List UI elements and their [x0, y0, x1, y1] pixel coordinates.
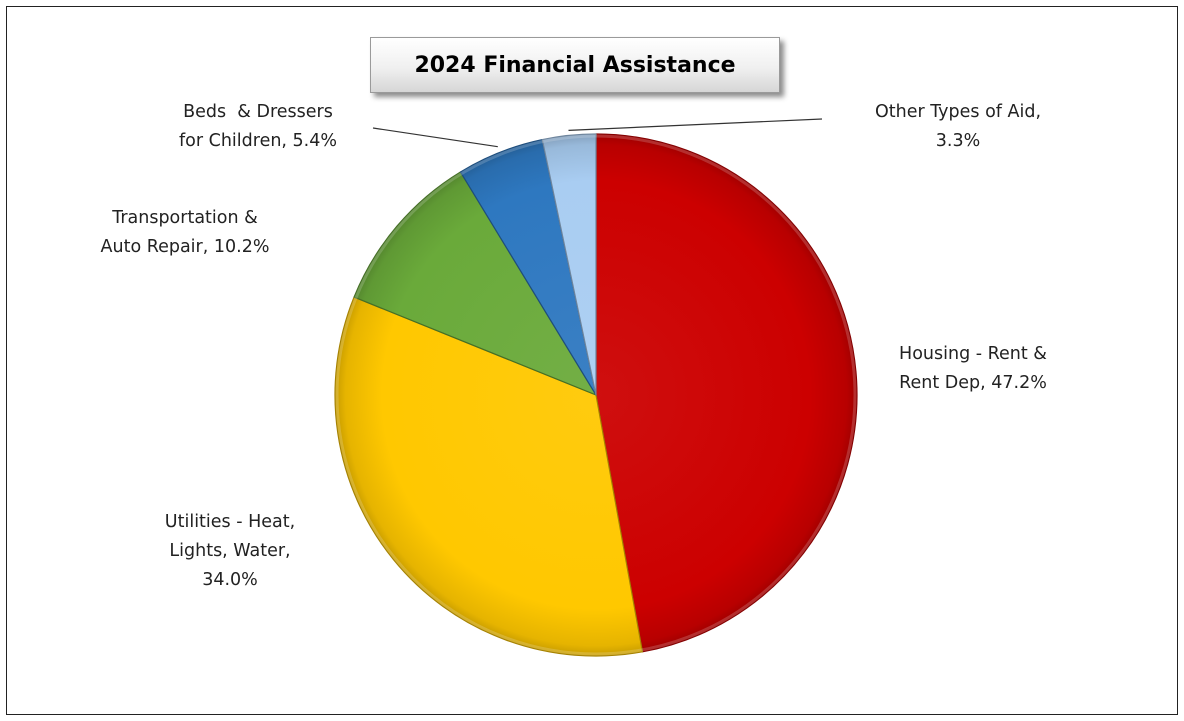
slice-utilities: [334, 296, 644, 657]
slice-label-line: Beds & Dressers: [183, 102, 333, 122]
slice-label-line: Housing - Rent &: [899, 344, 1047, 364]
slice-label-line: 3.3%: [935, 131, 981, 151]
slice-label-transportation: Transportation & Auto Repair, 10.2%: [70, 204, 300, 262]
slice-label-utilities: Utilities - Heat, Lights, Water, 34.0%: [120, 508, 340, 595]
leader-line-beds-dressers: [372, 127, 498, 148]
slice-label-other-aid: Other Types of Aid, 3.3%: [838, 98, 1078, 156]
slice-label-line: 34.0%: [202, 570, 258, 590]
slice-other-aid: [541, 133, 597, 396]
chart-title: 2024 Financial Assistance: [370, 37, 780, 93]
pie-rim-highlight: [335, 134, 857, 656]
slice-label-line: Transportation &: [112, 208, 258, 228]
slice-label-line: Rent Dep, 47.2%: [899, 373, 1047, 393]
leader-line-other-aid: [568, 118, 823, 131]
slice-label-line: Auto Repair, 10.2%: [100, 237, 270, 257]
slice-label-line: Utilities - Heat,: [164, 512, 296, 532]
slice-transportation: [353, 171, 597, 396]
slice-label-line: Other Types of Aid,: [874, 102, 1042, 122]
slice-housing: [595, 133, 858, 653]
slice-label-line: for Children, 5.4%: [178, 131, 338, 151]
slice-label-housing: Housing - Rent & Rent Dep, 47.2%: [858, 340, 1088, 398]
slice-label-beds-dressers: Beds & Dressers for Children, 5.4%: [148, 98, 368, 156]
slice-label-line: Lights, Water,: [169, 541, 291, 561]
